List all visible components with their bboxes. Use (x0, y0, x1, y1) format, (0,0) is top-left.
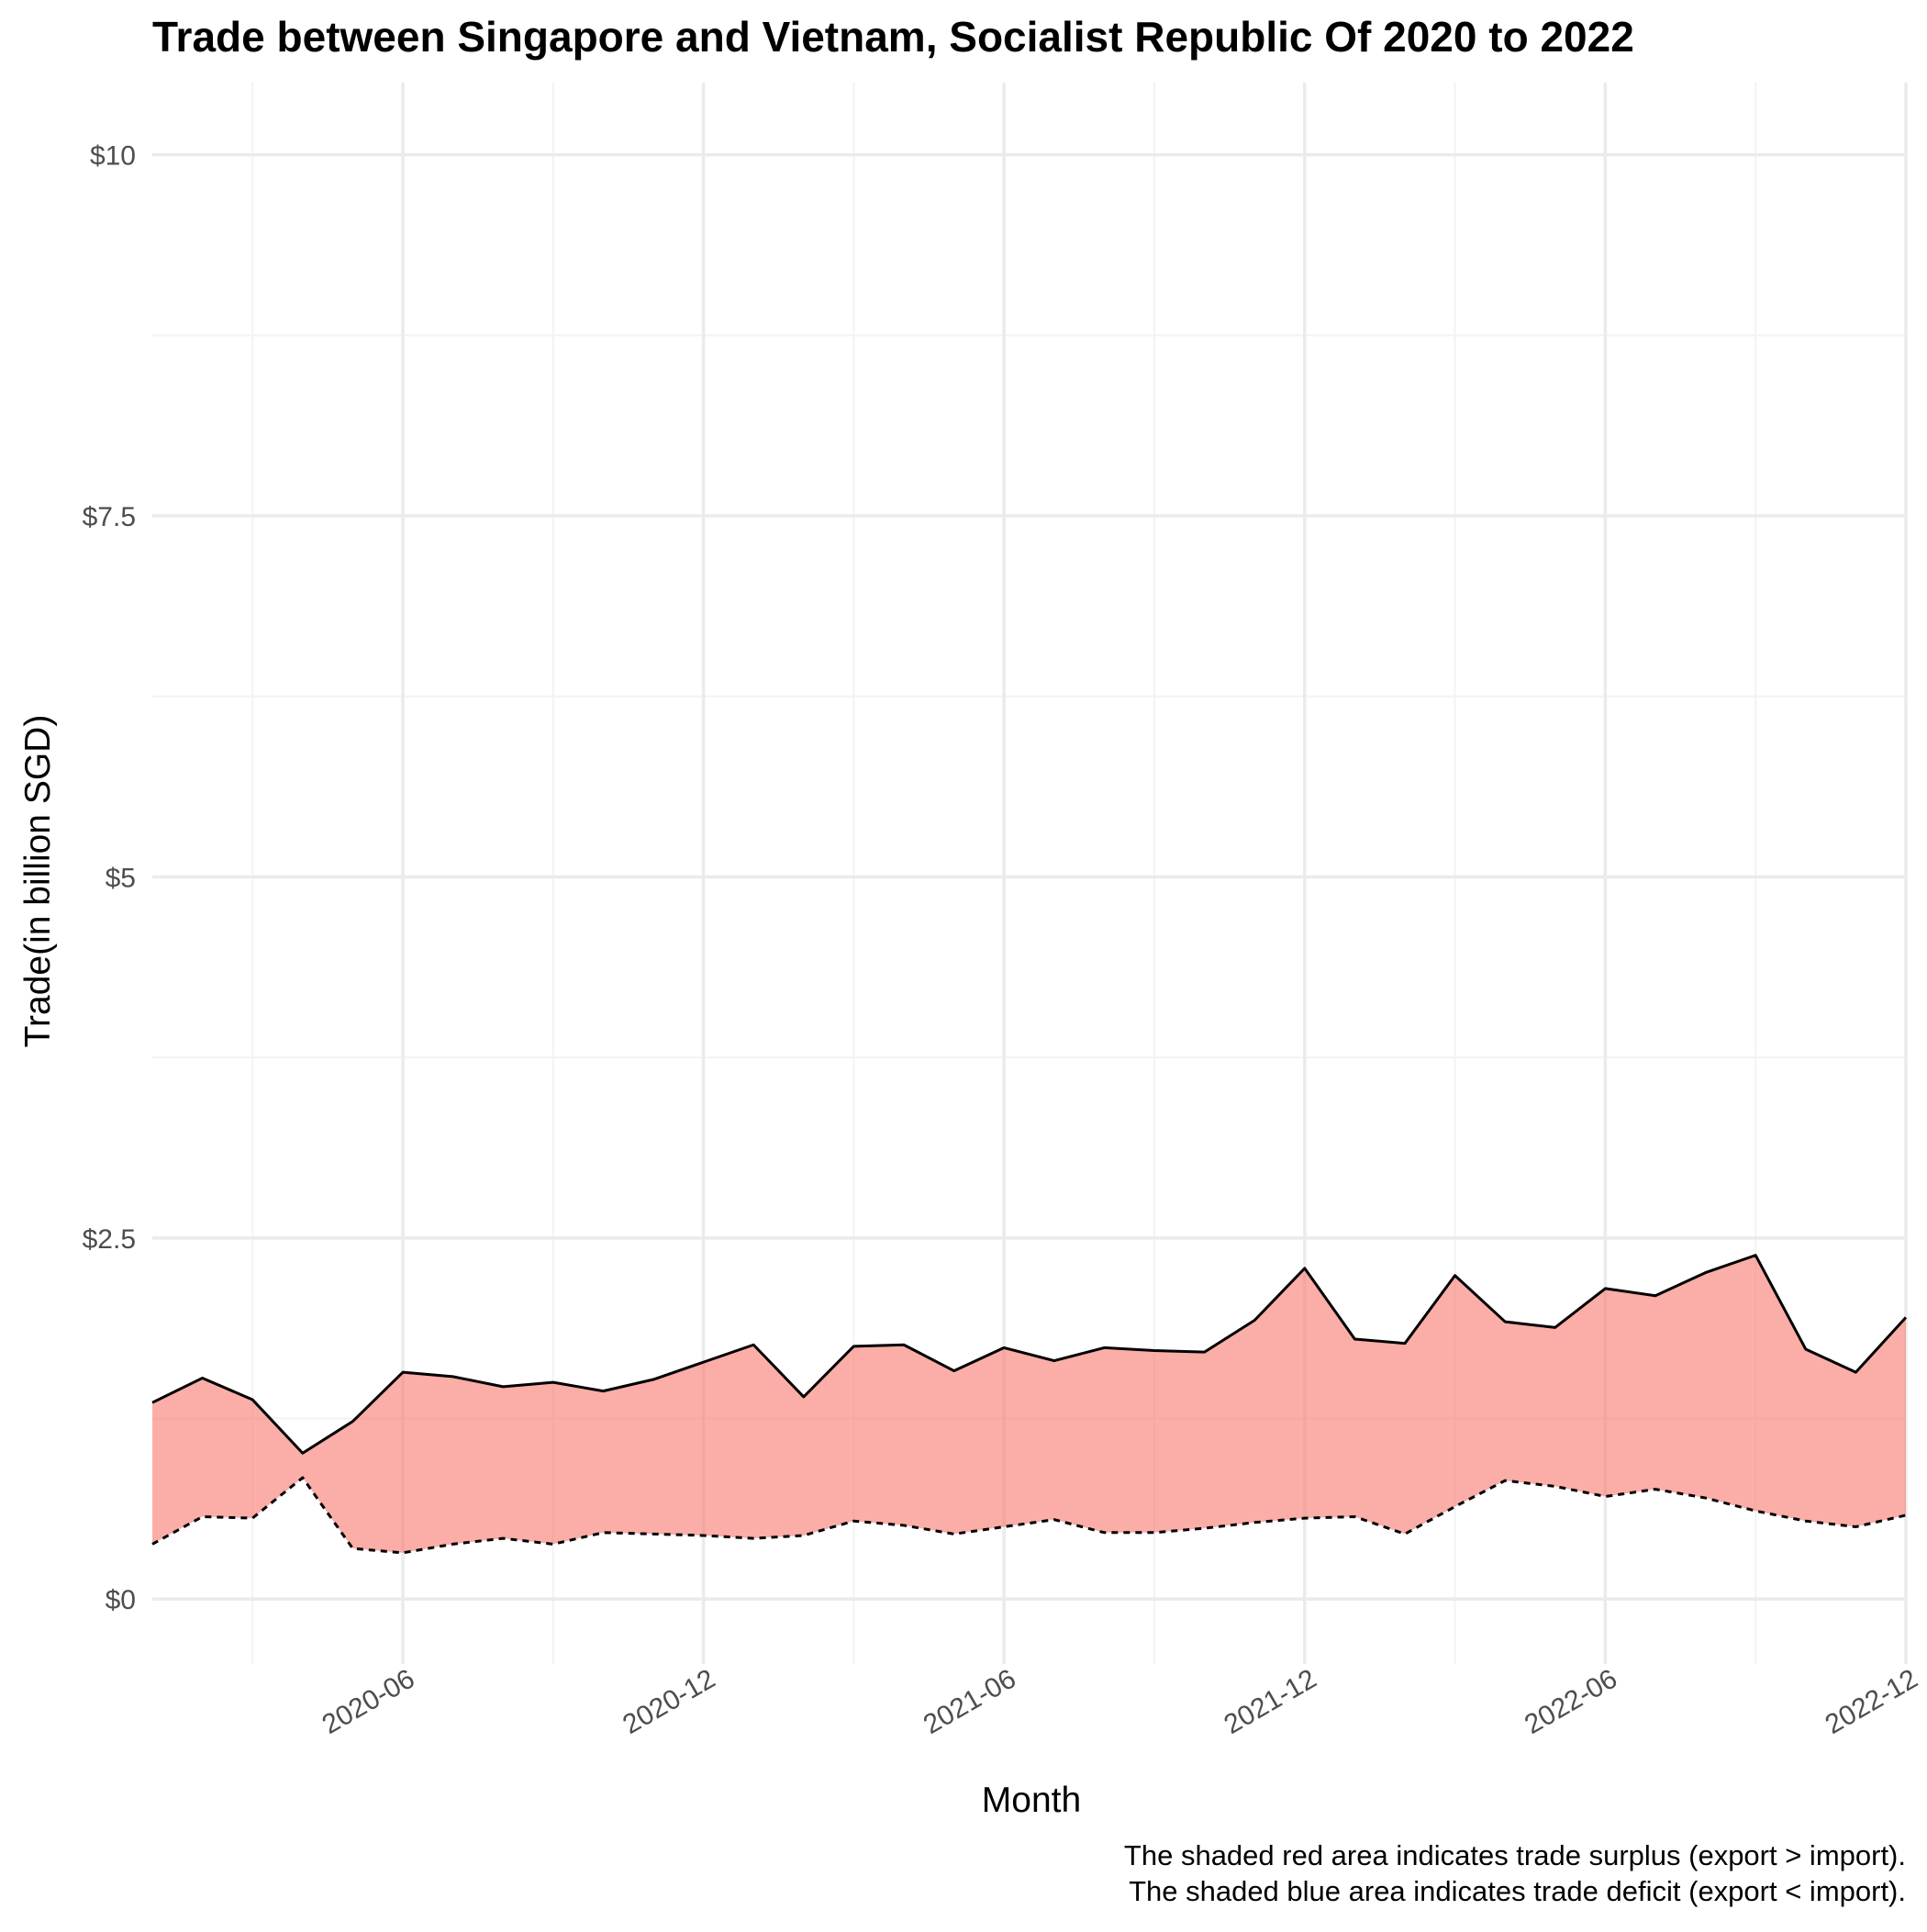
y-tick-label: $0 (106, 1585, 136, 1615)
y-axis-ticks: $0 $2.5 $5 $7.5 $10 (83, 141, 136, 1616)
export-line-solid (151, 1254, 1908, 1455)
y-tick-label: $7.5 (83, 502, 136, 532)
y-tick-label: $10 (90, 141, 136, 172)
x-tick-label: 2021-06 (919, 1663, 1021, 1740)
x-tick-label: 2021-12 (1219, 1663, 1321, 1740)
area-layer (152, 1255, 1906, 1553)
y-axis-title: Trade(in billion SGD) (18, 715, 58, 1048)
surplus-area (152, 1255, 1906, 1553)
caption-line-2: The shaded blue area indicates trade def… (1129, 1875, 1906, 1907)
x-tick-label: 2022-06 (1520, 1663, 1622, 1740)
y-tick-label: $2.5 (83, 1224, 136, 1255)
x-tick-label: 2022-12 (1821, 1663, 1923, 1740)
y-tick-label: $5 (106, 863, 136, 893)
chart-title: Trade between Singapore and Vietnam, Soc… (152, 13, 1634, 61)
x-tick-label: 2020-12 (618, 1663, 720, 1740)
x-axis-ticks: 2020-06 2020-12 2021-06 2021-12 2022-06 2022-… (317, 1663, 1923, 1740)
x-tick-label: 2020-06 (317, 1663, 420, 1740)
import-line-dashed (151, 1476, 1907, 1555)
x-axis-title: Month (982, 1781, 1081, 1820)
line-layer (151, 1254, 1908, 1555)
caption-line-1: The shaded red area indicates trade surp… (1124, 1839, 1906, 1871)
grid (152, 83, 1908, 1664)
